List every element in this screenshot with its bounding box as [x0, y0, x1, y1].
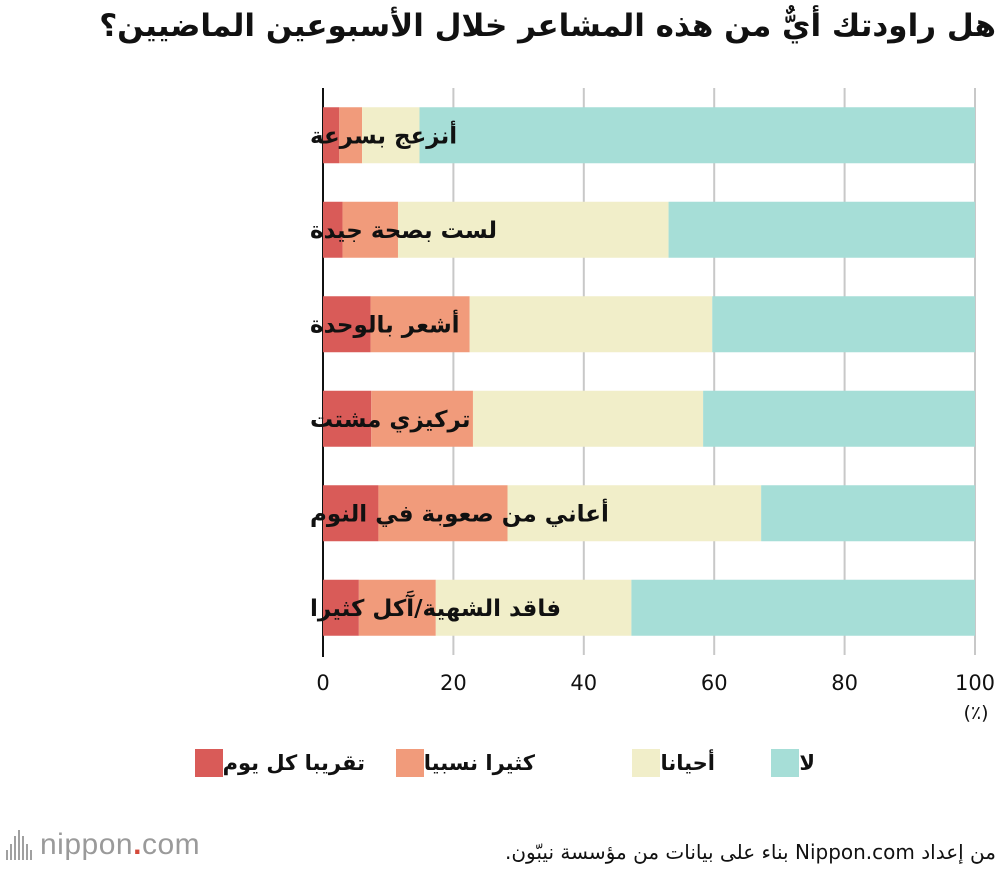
bar-segment-4-3: [472, 390, 704, 447]
category-label: تركيزي مشتت: [310, 407, 470, 433]
x-unit-label: (٪): [963, 702, 988, 724]
bar-segment-1-4: [419, 107, 976, 164]
legend-item-no: لا: [771, 747, 825, 779]
bar-segment-6-4: [631, 579, 975, 636]
legend-label-almost-daily: تقريبا كل يوم: [222, 751, 365, 775]
bar-segment-6-3: [435, 579, 632, 636]
legend-swatch-no: [771, 749, 800, 777]
category-label: فاقد الشهية/آَكل كثيرا: [310, 590, 561, 622]
bar-segment-1-3: [362, 107, 420, 164]
x-tick-label: 80: [831, 671, 858, 695]
bar-segment-5-4: [761, 485, 975, 542]
bar-segment-4-4: [703, 390, 975, 447]
bar-segment-3-3: [469, 296, 713, 353]
bar-segment-2-3: [397, 201, 669, 258]
category-label: أشعر بالوحدة: [310, 308, 460, 338]
gridlines: [322, 88, 976, 657]
bar-segment-6-2: [358, 579, 436, 636]
category-label: أعاني من صعوبة في النوم: [310, 497, 609, 527]
bars: [323, 107, 976, 636]
bar-segment-3-4: [712, 296, 975, 353]
stacked-bar-chart: أنزعج بسرعة لست بصحة جيدة أشعر بالوحدة تركي…: [310, 88, 995, 724]
bar-segment-3-1: [323, 296, 371, 353]
bar-segment-1-1: [323, 107, 340, 164]
x-tick-label: 20: [440, 671, 467, 695]
category-labels: أنزعج بسرعة لست بصحة جيدة أشعر بالوحدة تركي…: [310, 119, 609, 622]
legend-swatch-almost-daily: [194, 749, 223, 777]
legend-label-sometimes: أحيانا: [660, 751, 715, 775]
logo-mark-icon: [6, 830, 32, 860]
bar-segment-3-2: [370, 296, 470, 353]
bar-segment-6-1: [323, 579, 359, 636]
bar-segment-2-2: [342, 201, 398, 258]
category-label: لست بصحة جيدة: [310, 218, 497, 244]
legend-label-no: لا: [799, 751, 815, 775]
bar-segment-1-2: [339, 107, 363, 164]
bar-segment-2-4: [668, 201, 975, 258]
x-tick-label: 60: [701, 671, 728, 695]
category-label: أنزعج بسرعة: [310, 119, 457, 149]
legend-swatch-sometimes: [632, 749, 661, 777]
legend-item-fairly-often: كثيرا نسبيا: [395, 747, 545, 779]
legend-swatch-fairly-often: [395, 749, 424, 777]
bar-segment-2-1: [323, 201, 343, 258]
legend-item-almost-daily: تقريبا كل يوم: [194, 747, 375, 779]
source-note: من إعداد Nippon.com بناء على بيانات من م…: [505, 840, 996, 864]
bar-segment-4-2: [371, 390, 473, 447]
chart-title: هل راودتك أيٌّ من هذه المشاعر خلال الأسب…: [99, 8, 996, 44]
legend: لا أحيانا كثيرا نسبيا تقريبا كل يوم: [0, 747, 1000, 779]
x-tick-label: 100: [955, 671, 995, 695]
legend-item-sometimes: أحيانا: [632, 747, 725, 779]
nippon-logo: nippon.com: [6, 828, 200, 862]
bar-segment-4-1: [323, 390, 372, 447]
bar-segment-5-1: [323, 485, 379, 542]
x-tick-label: 0: [316, 671, 329, 695]
bar-segment-5-2: [378, 485, 508, 542]
logo-wordmark: nippon.com: [40, 828, 201, 861]
x-tick-labels: 0 20 40 60 80 100: [316, 671, 995, 695]
x-tick-label: 40: [570, 671, 597, 695]
bar-segment-5-3: [507, 485, 762, 542]
legend-label-fairly-often: كثيرا نسبيا: [423, 751, 535, 775]
